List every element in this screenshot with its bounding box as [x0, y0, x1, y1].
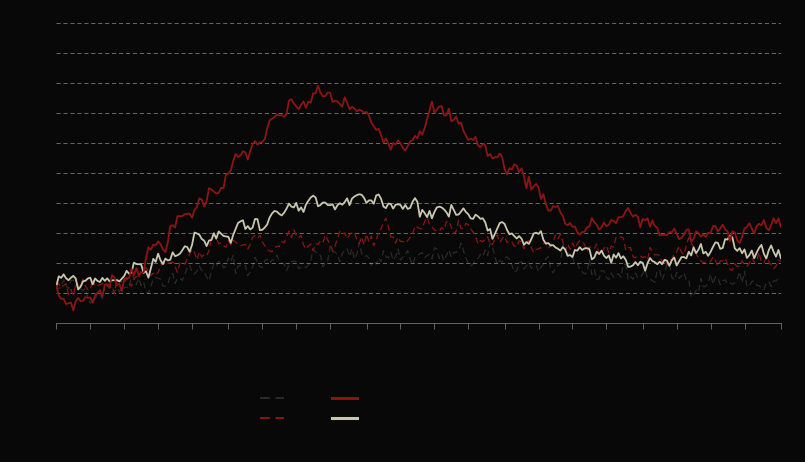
Legend: , , , : , , ,	[255, 389, 365, 428]
